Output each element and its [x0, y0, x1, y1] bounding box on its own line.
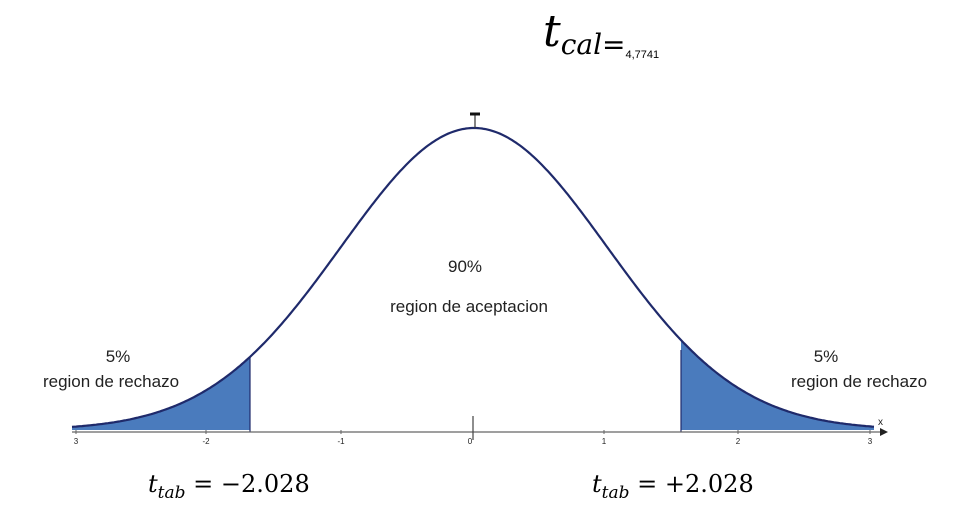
right-rejection-percent: 5%: [814, 347, 839, 366]
right-rejection-region: [681, 340, 874, 430]
t-tab-right-symbol: t: [592, 470, 602, 498]
t-tab-right-label: ttab = +2.028: [592, 470, 754, 503]
left-rejection-percent: 5%: [106, 347, 131, 366]
t-cal-symbol: t: [543, 6, 561, 57]
t-tab-right-subscript: tab: [601, 483, 630, 503]
x-axis-arrow-icon: [880, 428, 888, 436]
bell-curve: [71, 126, 875, 428]
t-tab-left-value: = −2.028: [193, 470, 310, 498]
x-axis-label: x: [878, 417, 883, 428]
acceptance-percent: 90%: [448, 257, 482, 276]
tick-label: -1: [337, 437, 345, 446]
t-tab-left-label: ttab = −2.028: [148, 470, 310, 503]
t-cal-subscript: cal=: [560, 28, 626, 61]
t-cal-value: 4,7741: [625, 49, 660, 61]
tick-label: 0: [468, 437, 473, 446]
t-tab-left-symbol: t: [148, 470, 158, 498]
tick-label: 3: [74, 437, 79, 446]
right-rejection-label: region de rechazo: [791, 372, 927, 391]
tick-label: -2: [202, 437, 210, 446]
t-calculated-label: tcal=4,7741: [543, 6, 659, 61]
acceptance-label: region de aceptacion: [390, 297, 548, 316]
tick-label: 1: [602, 437, 607, 446]
left-rejection-label: region de rechazo: [43, 372, 179, 391]
tick-label: 2: [736, 437, 741, 446]
t-tab-right-value: = +2.028: [637, 470, 754, 498]
t-tab-left-subscript: tab: [157, 483, 186, 503]
tick-label: 3: [868, 437, 873, 446]
left-rejection-region: [72, 356, 250, 430]
x-axis-ticks: 3 -2 -1 0 1 2 3: [74, 430, 873, 446]
